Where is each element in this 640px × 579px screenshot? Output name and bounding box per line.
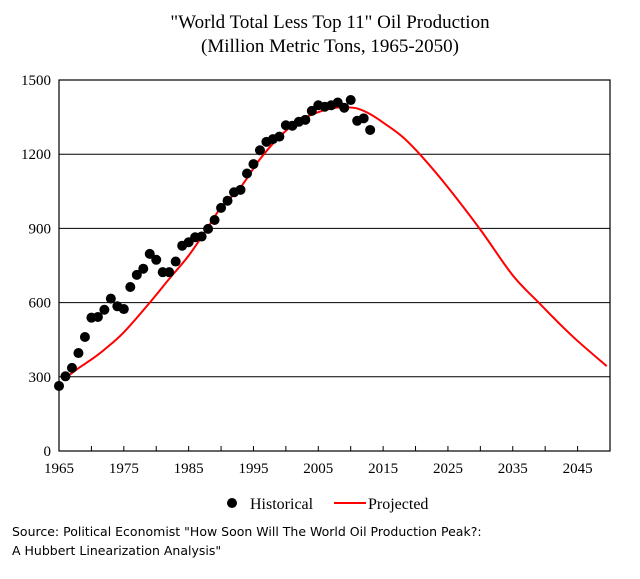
- historical-point: [196, 231, 207, 242]
- source-line-2: A Hubbert Linearization Analysis": [12, 543, 222, 558]
- historical-point: [105, 293, 116, 304]
- historical-series: [54, 95, 376, 391]
- legend-historical-label: Historical: [250, 496, 314, 513]
- y-tick-label: 600: [29, 296, 52, 312]
- y-tick-label: 1200: [21, 147, 51, 163]
- historical-point: [365, 124, 376, 135]
- projected-series: [69, 106, 608, 376]
- historical-point: [164, 267, 175, 278]
- historical-point: [99, 304, 110, 315]
- x-tick-label: 2045: [563, 461, 593, 477]
- historical-point: [203, 223, 214, 234]
- legend: Historical Projected: [227, 496, 428, 513]
- historical-point: [54, 380, 64, 391]
- historical-point: [358, 113, 369, 124]
- x-tick-label: 2025: [433, 461, 463, 477]
- historical-point: [60, 371, 71, 382]
- chart-title: "World Total Less Top 11" Oil Production: [170, 12, 490, 33]
- historical-point: [241, 168, 252, 179]
- x-tick-label: 2015: [368, 461, 398, 477]
- source-line-1: Source: Political Economist "How Soon Wi…: [12, 524, 482, 539]
- historical-point: [254, 145, 265, 156]
- historical-point: [248, 159, 259, 170]
- plot-frame: [58, 79, 611, 452]
- x-tick-label: 2005: [303, 461, 333, 477]
- historical-point: [209, 214, 220, 225]
- projected-line: [69, 106, 608, 376]
- legend-projected-label: Projected: [368, 496, 428, 513]
- historical-point: [151, 254, 162, 265]
- historical-point: [138, 263, 149, 274]
- x-tick-label: 1985: [174, 461, 204, 477]
- x-tick-label: 1965: [44, 461, 74, 477]
- historical-point: [79, 331, 90, 342]
- historical-point: [131, 269, 142, 280]
- x-tick-label: 1975: [109, 461, 139, 477]
- historical-point: [92, 311, 103, 322]
- y-tick-label: 0: [44, 444, 52, 460]
- x-axis-ticks: 1965 1975 1985 1995 2005 2015 2025 2035 2045: [44, 446, 611, 477]
- y-axis-ticks: 0 300 600 900 1200 1500: [21, 73, 51, 460]
- y-tick-label: 900: [29, 221, 52, 237]
- chart-subtitle: (Million Metric Tons, 1965-2050): [201, 36, 459, 57]
- historical-point: [144, 248, 155, 259]
- historical-point: [73, 348, 84, 359]
- historical-point: [118, 304, 129, 315]
- historical-point: [125, 282, 136, 293]
- legend-historical-marker: [227, 498, 237, 508]
- historical-point: [345, 95, 356, 106]
- historical-point: [170, 256, 181, 267]
- y-tick-label: 300: [29, 370, 52, 386]
- historical-point: [300, 114, 311, 125]
- historical-point: [235, 184, 246, 195]
- historical-point: [339, 102, 350, 113]
- historical-point: [66, 362, 77, 373]
- x-tick-label: 1995: [238, 461, 268, 477]
- historical-point: [274, 131, 285, 142]
- source-note: Source: Political Economist "How Soon Wi…: [12, 522, 632, 560]
- x-tick-label: 2035: [498, 461, 528, 477]
- historical-point: [306, 105, 317, 116]
- y-tick-label: 1500: [21, 73, 51, 89]
- historical-point: [222, 195, 233, 206]
- historical-point: [216, 202, 227, 213]
